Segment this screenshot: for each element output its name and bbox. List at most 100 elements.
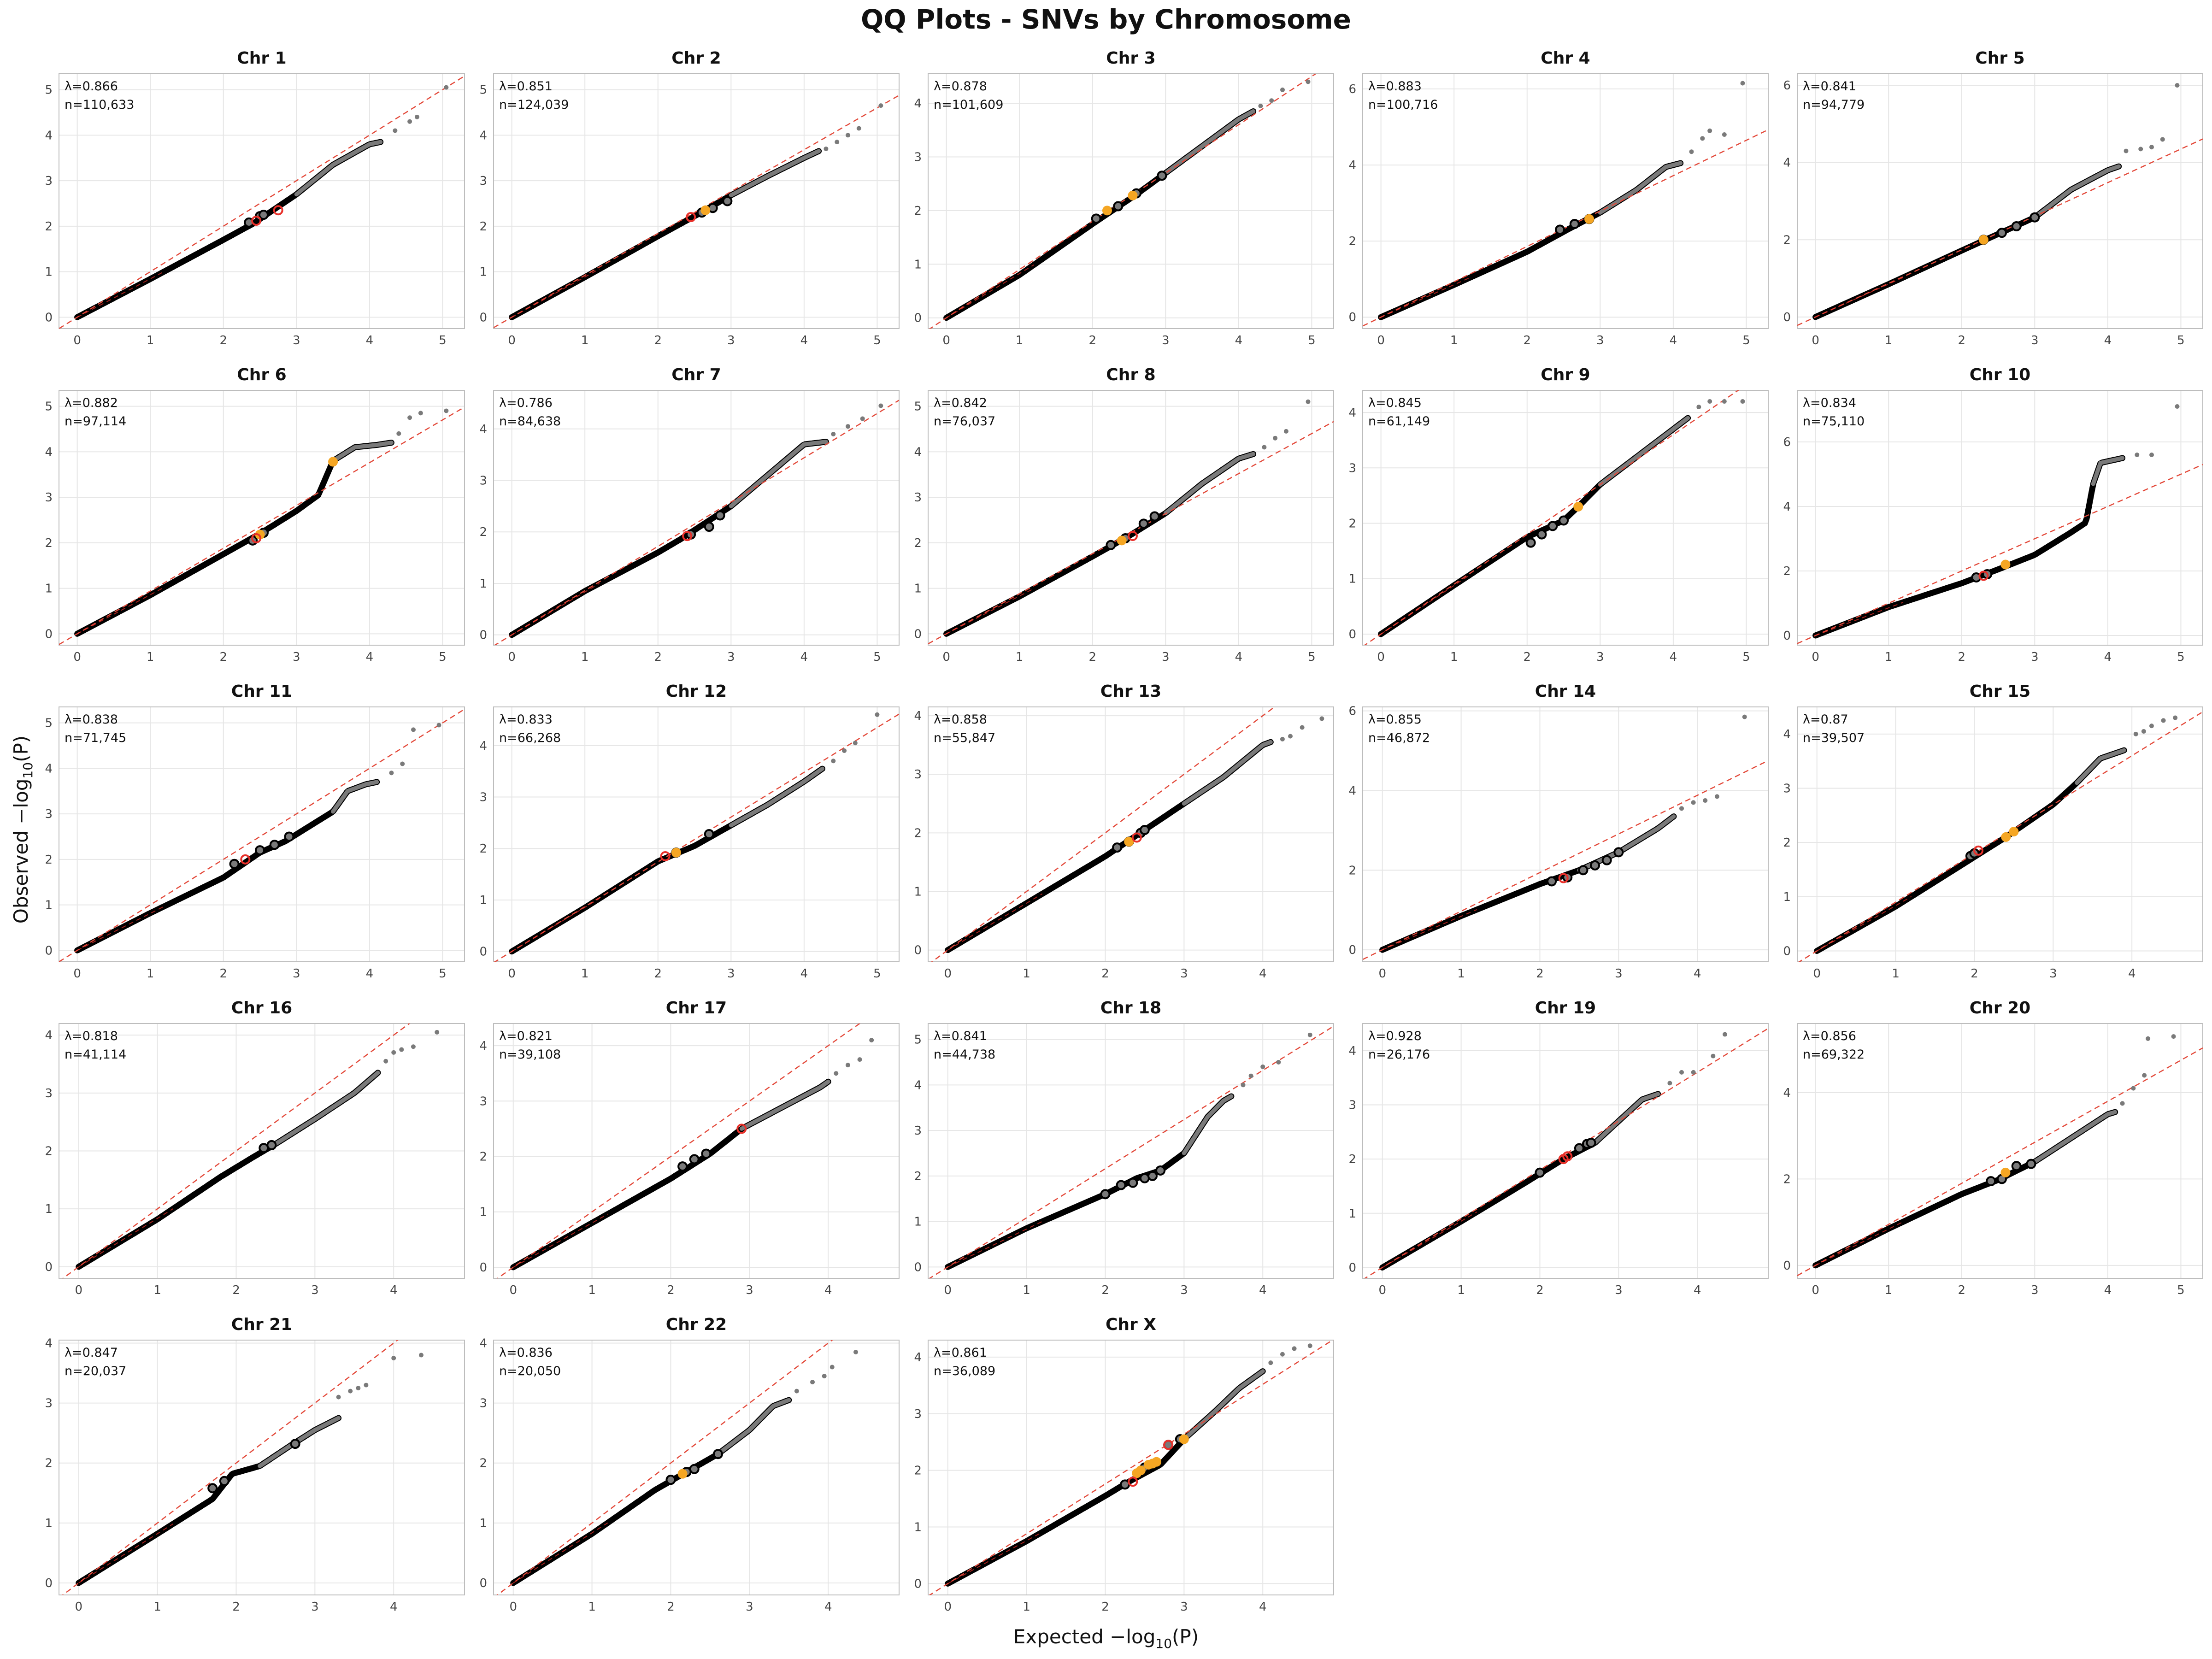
tail-point	[1280, 736, 1285, 741]
tail-point	[869, 1038, 874, 1043]
qq-panel-chr-1: 0 1 2 3 4 5 0 1 2 3 4 5 Chr 1 λ=0.866 n=110,633	[45, 49, 465, 347]
tail-point	[794, 1388, 799, 1394]
highlight-circle	[2011, 1161, 2022, 1171]
y-tick-label: 0	[479, 1577, 487, 1590]
x-tick-label: 1	[581, 334, 589, 347]
y-tick-label: 4	[1783, 156, 1791, 170]
lambda-label: λ=0.834	[1803, 396, 1856, 410]
tail-point	[2149, 145, 2154, 150]
x-tick-label: 2	[1088, 650, 1096, 664]
tail-point	[2124, 148, 2129, 153]
panel-frame	[1797, 1023, 2203, 1279]
panel-title: Chr 5	[1975, 49, 2024, 68]
y-tick-label: 4	[1348, 784, 1356, 798]
x-tick-label: 2	[1101, 1600, 1109, 1614]
x-tick-label: 5	[439, 334, 447, 347]
panel-frame	[1797, 73, 2203, 329]
panel-title: Chr 10	[1970, 365, 2030, 384]
highlight-circle	[207, 1483, 218, 1494]
y-tick-label: 1	[479, 265, 487, 279]
tail-point	[1703, 798, 1708, 803]
x-tick-label: 5	[873, 334, 881, 347]
x-tick-label: 5	[873, 967, 881, 981]
y-tick-label: 2	[479, 1457, 487, 1471]
highlight-circle	[1100, 1189, 1111, 1200]
tail-point	[1711, 1053, 1716, 1059]
x-tick-label: 3	[2049, 967, 2057, 981]
highlight-circle	[704, 522, 714, 532]
x-tick-label: 5	[1742, 650, 1750, 664]
x-tick-label: 4	[390, 1283, 398, 1297]
highlight-circle	[1155, 1165, 1166, 1176]
x-tick-label: 4	[366, 967, 374, 981]
panel-frame	[59, 706, 465, 962]
tail-point	[418, 411, 423, 416]
y-tick-label: 0	[1348, 311, 1356, 324]
y-tick-label: 1	[1348, 1207, 1356, 1221]
lambda-label: λ=0.838	[65, 712, 118, 727]
reference-line	[59, 708, 465, 962]
plot-area	[931, 707, 1324, 962]
tail-point	[853, 741, 858, 746]
x-tick-label: 0	[1377, 334, 1385, 347]
n-label: n=94,779	[1803, 98, 1865, 112]
tail-point	[400, 761, 405, 766]
plot-area	[62, 1024, 440, 1278]
panel-frame	[1797, 390, 2203, 646]
reference-overlay	[1815, 602, 1904, 636]
x-tick-label: 3	[1162, 334, 1170, 347]
tail-point	[396, 431, 401, 436]
reference-overlay	[1381, 575, 1469, 635]
dense-points-band	[945, 739, 1274, 953]
highlight-circle	[715, 510, 725, 521]
x-tick-label: 2	[654, 967, 662, 981]
x-tick-label: 3	[311, 1283, 319, 1297]
x-tick-label: 0	[1812, 1283, 1819, 1297]
y-tick-label: 1	[479, 1517, 487, 1530]
x-tick-label: 0	[944, 1283, 952, 1297]
x-tick-label: 2	[667, 1283, 675, 1297]
y-axis-label: Observed −log10(P)	[10, 735, 35, 924]
y-tick-label: 2	[1783, 565, 1791, 578]
dense-points-band	[945, 1093, 1235, 1270]
y-tick-label: 3	[479, 1094, 487, 1108]
lambda-label: λ=0.818	[65, 1029, 118, 1043]
reference-line	[496, 1024, 861, 1278]
y-tick-label: 2	[45, 536, 53, 550]
reference-line	[929, 1340, 1334, 1595]
highlight-circle	[689, 1464, 700, 1474]
highlight-circle	[1996, 228, 2007, 238]
reference-line	[494, 713, 899, 962]
y-tick-label: 3	[914, 491, 922, 505]
y-tick-label: 3	[479, 1397, 487, 1411]
highlight-circle	[290, 1439, 300, 1449]
highlight-circle	[665, 1475, 676, 1485]
lambda-label: λ=0.861	[934, 1346, 987, 1360]
plot-area	[929, 1340, 1334, 1595]
panel-frame	[928, 706, 1334, 962]
highlight-circle	[1116, 1180, 1126, 1190]
x-tick-label: 4	[366, 650, 374, 664]
x-tick-label: 1	[147, 650, 154, 664]
panel-title: Chr 15	[1970, 682, 2030, 701]
highlight-orange-point	[671, 847, 681, 858]
x-tick-label: 4	[1259, 1600, 1267, 1614]
tail-point	[1280, 87, 1285, 92]
panel-title: Chr 16	[231, 999, 292, 1018]
qq-panel-chr-13: 0 1 2 3 4 0 1 2 3 4 Chr 13 λ=0.858 n=55,847	[914, 682, 1334, 981]
panel-title: Chr 8	[1106, 365, 1155, 384]
y-tick-label: 0	[1348, 628, 1356, 641]
highlight-circle	[1535, 1167, 1545, 1178]
panel-frame	[928, 1023, 1334, 1279]
lambda-label: λ=0.87	[1803, 712, 1848, 727]
x-tick-label: 1	[581, 650, 589, 664]
y-tick-label: 6	[1783, 435, 1791, 449]
tail-point	[1679, 806, 1684, 811]
lambda-label: λ=0.845	[1368, 396, 1422, 410]
qq-panel-chr-18: 0 1 2 3 4 0 1 2 3 4 5 Chr 18 λ=0.841 n=44,738	[914, 999, 1334, 1297]
tail-point	[435, 1030, 440, 1035]
panel-title: Chr 21	[231, 1315, 292, 1334]
tail-point	[1248, 1073, 1253, 1078]
y-tick-label: 4	[45, 1029, 53, 1042]
x-tick-label: 1	[1016, 650, 1024, 664]
